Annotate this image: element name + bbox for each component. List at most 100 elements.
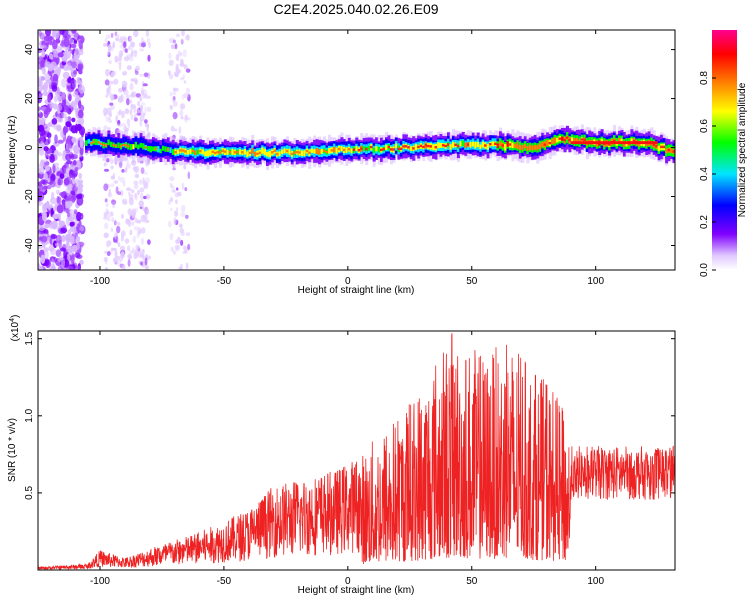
heatmap-cell [186, 150, 190, 155]
heatmap-speckle [70, 49, 74, 54]
heatmap-speckle [109, 80, 114, 85]
heatmap-cell [496, 144, 500, 148]
heatmap-speckle [120, 176, 126, 184]
heatmap-speckle [62, 55, 68, 63]
heatmap-cell [447, 143, 451, 146]
heatmap-speckle [111, 80, 115, 85]
heatmap-cell [570, 137, 574, 142]
heatmap-cell [541, 141, 545, 147]
heatmap-speckle [43, 185, 48, 190]
heatmap-speckle [130, 78, 136, 82]
heatmap-speckle [120, 230, 126, 237]
heatmap-speckle [66, 160, 72, 165]
heatmap-speckle [172, 39, 176, 44]
heatmap-speckle [52, 206, 57, 212]
heatmap-speckle [51, 174, 56, 181]
heatmap-speckle [43, 139, 50, 146]
heatmap-speckle [174, 210, 179, 217]
heatmap-speckle [116, 58, 120, 62]
heatmap-cell [209, 149, 213, 156]
heatmap-speckle [112, 172, 116, 180]
heatmap-cell [392, 148, 396, 151]
heatmap-cell [471, 141, 475, 147]
colorbar-tick-label: 0.8 [699, 71, 710, 85]
heatmap-speckle [78, 172, 82, 180]
heatmap-speckle [43, 223, 51, 229]
heatmap-cell [174, 150, 178, 154]
heatmap-speckle [43, 90, 48, 97]
heatmap-speckle [183, 164, 187, 170]
heatmap-speckle [70, 101, 76, 108]
heatmap-speckle [79, 259, 84, 265]
heatmap-cell [308, 151, 312, 154]
heatmap-speckle [65, 208, 70, 214]
heatmap-speckle [145, 209, 150, 215]
heatmap-speckle [134, 193, 138, 199]
heatmap-cell [533, 144, 537, 150]
heatmap-speckle [71, 254, 75, 265]
heatmap-cell [303, 150, 307, 157]
heatmap-speckle [76, 123, 82, 132]
heatmap-speckle [181, 30, 185, 37]
heatmap-cell [484, 144, 488, 147]
heatmap-cell [459, 141, 463, 147]
heatmap-speckle [144, 119, 148, 124]
heatmap-cell [223, 150, 227, 153]
heatmap-cell [563, 138, 567, 142]
heatmap-speckle [65, 121, 72, 128]
heatmap-cell [362, 146, 366, 151]
heatmap-speckle [187, 33, 190, 42]
heatmap-cell [531, 145, 535, 151]
heatmap-cell [142, 143, 146, 150]
heatmap-cell [342, 148, 346, 152]
heatmap-cell [456, 145, 460, 148]
heatmap-cell [412, 147, 416, 150]
heatmap-speckle [78, 100, 82, 109]
heatmap-speckle [62, 71, 70, 79]
heatmap-cell [95, 138, 99, 146]
heatmap-cell [506, 141, 510, 147]
heatmap-speckle [136, 219, 142, 224]
heatmap-speckle [134, 79, 138, 85]
heatmap-speckle [67, 265, 74, 270]
heatmap-speckle [183, 246, 188, 252]
heatmap-speckle [175, 199, 178, 204]
heatmap-speckle [50, 234, 58, 240]
heatmap-speckle [134, 50, 138, 58]
heatmap-speckle [58, 239, 62, 250]
heatmap-speckle [105, 68, 110, 77]
heatmap-speckle [132, 247, 136, 254]
heatmap-cell [575, 137, 579, 144]
heatmap-speckle [62, 113, 67, 119]
heatmap-speckle [144, 257, 148, 266]
heatmap-speckle [72, 160, 77, 166]
x-tick-label: 100 [587, 276, 604, 287]
heatmap-cell [117, 142, 121, 148]
heatmap-speckle [175, 207, 179, 211]
heatmap-speckle [184, 187, 188, 192]
heatmap-cell [518, 144, 522, 150]
heatmap-speckle [173, 87, 176, 92]
heatmap-speckle [126, 118, 131, 126]
heatmap-speckle [61, 258, 65, 268]
heatmap-speckle [184, 117, 189, 121]
snr-line [38, 333, 675, 570]
heatmap-speckle [43, 247, 49, 252]
heatmap-cell [275, 152, 279, 156]
heatmap-speckle [73, 32, 80, 41]
heatmap-cell [216, 151, 220, 154]
heatmap-speckle [175, 66, 179, 73]
heatmap-speckle [185, 232, 191, 237]
heatmap-speckle [44, 61, 51, 68]
heatmap-speckle [141, 90, 144, 96]
colorbar-axis: 0.0 0.2 0.4 0.6 0.8 [699, 71, 716, 277]
heatmap-speckle [109, 102, 114, 106]
heatmap-cell [464, 142, 468, 148]
heatmap-speckle [56, 46, 63, 55]
heatmap-speckle [109, 104, 115, 110]
heatmap-speckle [74, 265, 81, 270]
heatmap-speckle [49, 101, 54, 109]
y-tick-label: 0.5 [24, 486, 35, 500]
heatmap-speckle [134, 70, 139, 76]
heatmap-cell [350, 148, 354, 154]
